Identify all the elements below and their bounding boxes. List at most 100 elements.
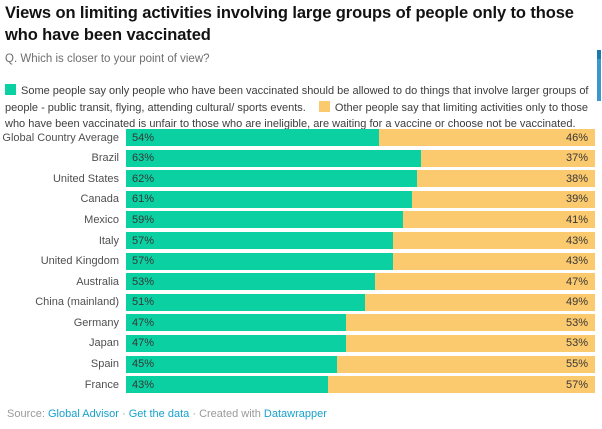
table-row: Spain 45% 55% [5,355,595,373]
footer-separator: · [192,408,196,420]
datawrapper-link[interactable]: Datawrapper [263,408,327,420]
bar-track: 62% 38% [126,170,595,188]
country-label: Italy [98,234,119,247]
chart-subtitle: Q. Which is closer to your point of view… [5,53,210,65]
country-label: Japan [89,337,119,350]
country-label: Canada [80,193,119,206]
country-label: Germany [73,316,119,329]
bar-value-label: 49% [565,296,588,309]
bar-segment-unfair: 57% [327,376,595,394]
get-the-data-link[interactable]: Get the data [128,408,190,420]
bar-segment-unfair: 37% [421,149,595,167]
bar-track: 47% 53% [126,314,595,332]
country-label: United States [52,172,119,185]
bar-value-label: 53% [132,275,155,288]
bar-segment-vaccinated-only: 45% [126,355,338,373]
bar-value-label: 53% [565,337,588,350]
bar-value-label: 41% [565,213,588,226]
bar-track: 45% 55% [126,355,595,373]
bar-value-label: 39% [565,193,588,206]
bar-value-label: 63% [132,152,155,165]
chart-legend: Some people say only people who have bee… [5,83,593,133]
footer-separator: · [121,408,126,420]
bar-segment-vaccinated-only: 53% [126,273,375,291]
bar-track: 43% 57% [126,376,595,394]
table-row: Brazil 63% 37% [5,149,595,167]
country-label: China (mainland) [35,296,119,309]
country-label: Australia [76,275,119,288]
chart-footer: Source: Global Advisor · Get the data · … [7,408,327,420]
stacked-bar-chart: Global Country Average 54% 46% Brazil 63% 37%… [2,129,595,397]
bar-value-label: 59% [132,213,155,226]
bar-segment-vaccinated-only: 47% [126,334,347,353]
bar-track: 63% 37% [126,149,595,167]
bar-value-label: 43% [565,234,588,247]
bar-value-label: 55% [565,358,588,371]
table-row: Canada 61% 39% [5,190,595,208]
bar-segment-vaccinated-only: 59% [126,211,403,229]
bar-segment-unfair: 38% [416,170,595,188]
bar-segment-unfair: 53% [346,334,595,353]
bar-value-label: 43% [132,378,155,391]
bar-track: 54% 46% [126,129,595,147]
bar-segment-vaccinated-only: 51% [126,293,366,311]
legend-label-vaccinated-only: Some people say only people who have bee… [5,85,589,114]
bar-track: 59% 41% [126,211,595,229]
table-row: Mexico 59% 41% [5,211,595,229]
bar-value-label: 62% [132,172,155,185]
bar-segment-unfair: 41% [402,211,595,229]
bar-value-label: 57% [565,378,588,391]
bar-track: 57% 43% [126,252,595,270]
bar-value-label: 47% [132,316,155,329]
table-row: Germany 47% 53% [5,314,595,332]
source-link[interactable]: Global Advisor [47,408,119,420]
page-title: Views on limiting activities involving l… [5,4,574,44]
bar-segment-unfair: 46% [379,129,595,147]
bar-value-label: 61% [132,193,155,206]
bar-segment-vaccinated-only: 63% [126,149,422,167]
table-row: Global Country Average 54% 46% [2,129,595,147]
bar-value-label: 43% [565,255,588,268]
table-row: United States 62% 38% [5,170,595,188]
table-row: Australia 53% 47% [5,273,595,291]
legend-swatch-vaccinated-only-icon [5,84,16,95]
created-with-label: Created with [199,408,261,420]
bar-value-label: 57% [132,234,155,247]
bar-value-label: 38% [565,172,588,185]
bar-segment-unfair: 49% [365,293,595,311]
country-label: Global Country Average [2,131,119,144]
bar-segment-unfair: 43% [393,252,595,270]
bar-segment-unfair: 55% [337,355,595,373]
bar-segment-vaccinated-only: 47% [126,314,347,332]
country-label: United Kingdom [40,255,119,268]
bar-segment-unfair: 39% [412,190,595,208]
country-label: France [84,378,119,391]
table-row: Italy 57% 43% [5,231,595,250]
bar-segment-vaccinated-only: 57% [126,252,394,270]
bar-track: 57% 43% [126,231,595,250]
bar-value-label: 46% [565,131,588,144]
bar-value-label: 47% [565,275,588,288]
bar-segment-vaccinated-only: 62% [126,170,417,188]
table-row: France 43% 57% [5,376,595,394]
bar-segment-vaccinated-only: 61% [126,190,413,208]
bar-track: 53% 47% [126,273,595,291]
bar-value-label: 54% [132,131,155,144]
country-label: Brazil [91,152,119,165]
bar-value-label: 53% [565,316,588,329]
bar-track: 47% 53% [126,334,595,353]
bar-segment-unfair: 47% [374,273,595,291]
table-row: Japan 47% 53% [5,334,595,353]
source-prefix-label: Source: [7,408,45,420]
bar-value-label: 57% [132,255,155,268]
bar-segment-vaccinated-only: 54% [126,129,380,147]
scrollbar-thumb[interactable] [597,50,601,101]
bar-segment-unfair: 53% [346,314,595,332]
bar-segment-vaccinated-only: 43% [126,376,328,394]
bar-value-label: 51% [132,296,155,309]
bar-value-label: 45% [132,358,155,371]
table-row: United Kingdom 57% 43% [5,252,595,270]
bar-track: 51% 49% [126,293,595,311]
bar-track: 61% 39% [126,190,595,208]
